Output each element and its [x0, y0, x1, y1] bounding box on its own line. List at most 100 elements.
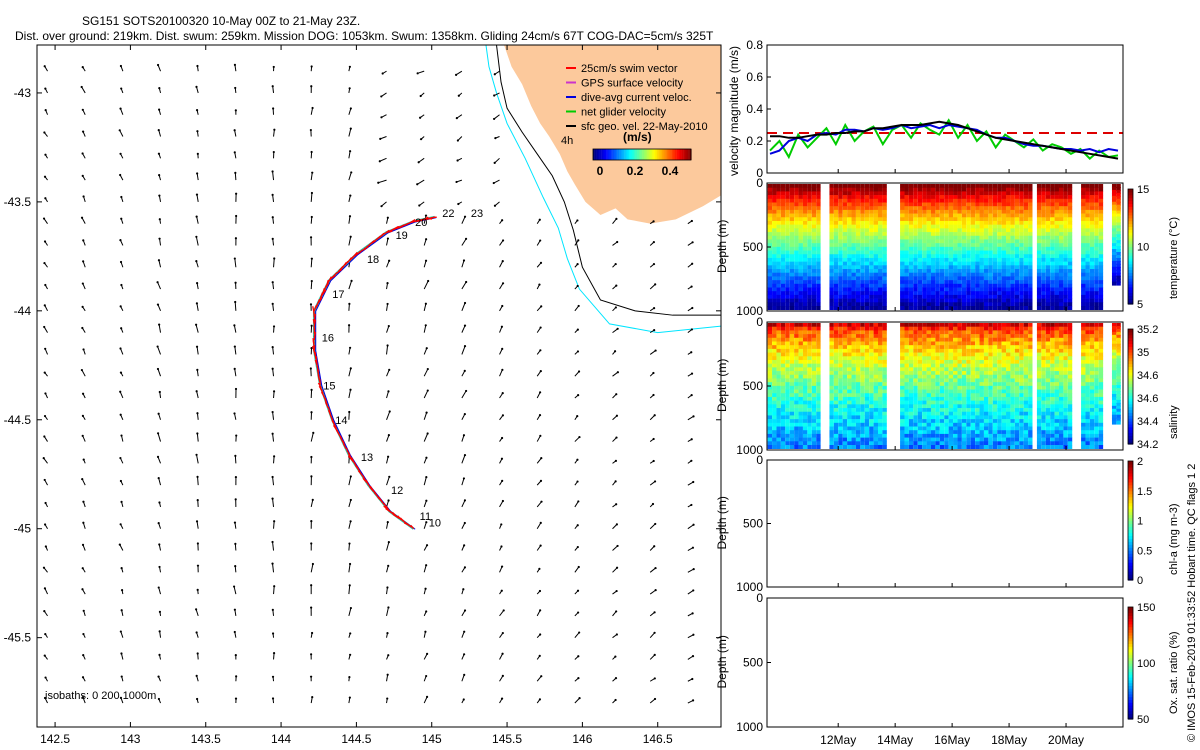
map-ytick-label: -43.5	[4, 195, 32, 209]
profile-sample	[1006, 306, 1011, 310]
profile-sample	[1085, 257, 1090, 262]
profile-sample	[935, 206, 940, 211]
profile-sample	[904, 330, 909, 335]
profile-sample	[873, 378, 878, 383]
profile-sample	[807, 323, 812, 327]
profile-sample	[794, 367, 799, 372]
profile-sample	[794, 246, 799, 251]
profile-sample	[794, 437, 799, 442]
profile-sample	[798, 404, 803, 409]
profile-sample	[944, 243, 949, 248]
profile-sample	[917, 404, 923, 409]
profile-sample	[1010, 232, 1015, 237]
profile-sample	[966, 250, 971, 255]
profile-sample	[776, 265, 781, 270]
profile-sample	[900, 269, 905, 274]
profile-sample	[785, 232, 790, 237]
profile-sample	[908, 437, 914, 442]
day-label-16: 16	[322, 332, 334, 344]
profile-sample	[913, 422, 918, 427]
profile-sample	[992, 243, 998, 248]
profile-sample	[957, 283, 962, 288]
profile-sample	[1063, 291, 1068, 296]
profile-sample	[1067, 220, 1073, 225]
profile-sample	[948, 217, 954, 222]
profile-sample	[935, 257, 940, 262]
profile-sample	[807, 396, 812, 401]
profile-sample	[833, 441, 839, 446]
sfc-vector	[348, 347, 351, 355]
profile-sample	[1058, 239, 1064, 244]
sfc-vector-head	[271, 562, 274, 565]
profile-sample	[842, 243, 848, 248]
profile-sample	[855, 382, 861, 387]
sfc-vector-head	[539, 349, 542, 352]
profile-sample	[939, 276, 945, 281]
profile-sample	[992, 276, 998, 281]
profile-sample	[900, 306, 905, 310]
profile-sample	[829, 217, 834, 222]
profile-sample	[953, 257, 958, 262]
sfc-vector-head	[387, 541, 390, 544]
profile-sample	[922, 400, 927, 405]
profile-sample	[780, 323, 786, 327]
profile-sample	[785, 337, 790, 342]
sfc-vector-head	[158, 610, 162, 613]
profile-sample	[1058, 232, 1064, 237]
profile-sample	[1006, 235, 1011, 240]
profile-sample	[847, 393, 852, 398]
profile-sample	[1094, 195, 1099, 200]
sfc-vector-head	[379, 137, 382, 140]
profile-sample	[1116, 263, 1121, 268]
sfc-vector-head	[195, 193, 199, 196]
sfc-vector-head	[196, 432, 199, 435]
profile-sample	[935, 400, 940, 405]
sfc-vector-head	[425, 544, 429, 547]
sfc-vector-head	[194, 323, 198, 326]
profile-sample	[1019, 294, 1024, 299]
profile-sample	[780, 184, 786, 188]
profile-sample	[869, 235, 874, 240]
profile-sample	[1028, 250, 1033, 255]
profile-sample	[794, 385, 799, 390]
profile-sample	[900, 430, 905, 435]
profile-sample	[900, 400, 905, 405]
profile-sample	[864, 287, 870, 292]
profile-sample	[913, 232, 918, 237]
profile-sample	[798, 291, 803, 296]
profile-sample	[922, 269, 927, 274]
profile-sample	[873, 220, 878, 225]
profile-sample	[855, 326, 861, 331]
sfc-vector	[536, 501, 542, 508]
profile-sample	[1058, 202, 1064, 207]
profile-sample	[1014, 287, 1020, 292]
sfc-vector-head	[539, 633, 542, 636]
profile-sample	[847, 187, 852, 192]
profile-sample	[785, 298, 790, 303]
profile-sample	[1098, 206, 1104, 211]
profile-sample	[939, 184, 945, 188]
profile-sample	[1094, 287, 1099, 292]
sfc-vector-head	[195, 674, 198, 677]
profile-sample	[979, 261, 984, 266]
profile-sample	[1054, 254, 1059, 259]
profile-sample	[1010, 283, 1015, 288]
sfc-vector-head	[81, 392, 85, 395]
profile-sample	[780, 269, 786, 274]
profile-sample	[767, 445, 773, 449]
sfc-vector-head	[310, 279, 313, 283]
profile-sample	[908, 257, 914, 262]
profile-sample	[798, 261, 803, 266]
profile-sample	[1019, 280, 1024, 285]
profile-sample	[767, 272, 773, 277]
profile-sample	[767, 411, 773, 416]
profile-sample	[860, 306, 865, 310]
profile-sample	[802, 422, 808, 427]
profile-sample	[922, 195, 927, 200]
profile-sample	[873, 359, 878, 364]
profile-sample	[772, 246, 777, 251]
colorbar-cell	[634, 149, 636, 160]
profile-sample	[908, 243, 914, 248]
profile-sample	[948, 345, 954, 350]
profile-sample	[811, 283, 817, 288]
